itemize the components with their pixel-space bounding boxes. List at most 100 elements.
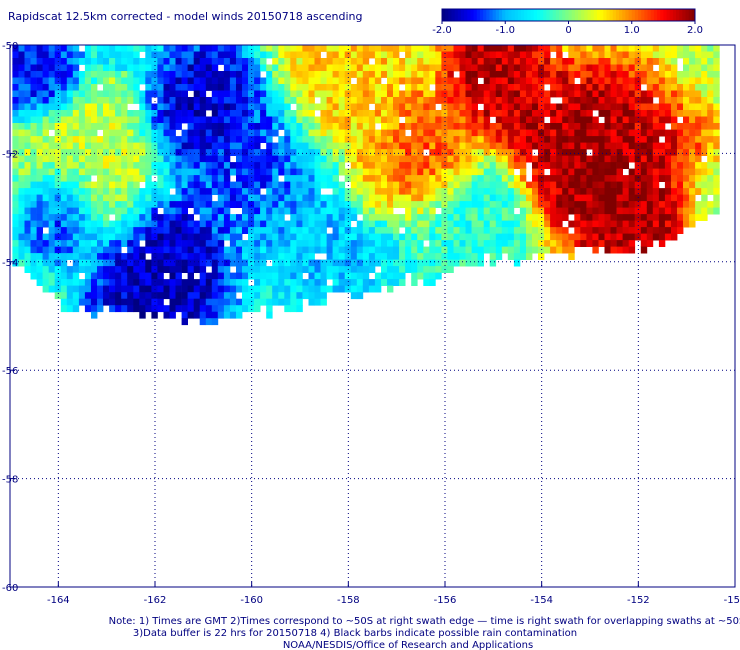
wind-cell — [689, 136, 696, 143]
wind-cell — [115, 207, 122, 215]
wind-cell — [193, 162, 201, 169]
wind-cell — [242, 298, 249, 306]
wind-cell — [411, 90, 418, 98]
wind-cell — [381, 142, 388, 150]
wind-cell — [477, 259, 484, 267]
colorbar-cell — [470, 9, 475, 21]
wind-cell — [127, 129, 134, 137]
wind-cell — [181, 97, 188, 104]
wind-cell — [260, 90, 267, 98]
wind-cell — [145, 272, 152, 280]
wind-cell — [393, 266, 400, 273]
wind-cell — [109, 162, 116, 169]
wind-cell — [236, 220, 243, 228]
wind-cell — [387, 129, 394, 137]
wind-cell — [689, 194, 696, 202]
wind-cell — [604, 142, 611, 150]
wind-cell — [586, 84, 593, 91]
wind-cell — [109, 266, 116, 273]
wind-cell — [671, 97, 678, 104]
wind-cell — [97, 162, 104, 169]
wind-cell — [151, 272, 158, 280]
wind-cell — [290, 155, 297, 163]
wind-cell — [217, 123, 225, 130]
wind-cell — [109, 201, 116, 208]
wind-cell — [387, 142, 394, 150]
wind-cell — [332, 188, 339, 195]
wind-cell — [115, 240, 122, 247]
wind-cell — [338, 285, 346, 293]
wind-cell — [362, 207, 370, 215]
wind-cell — [598, 142, 605, 150]
wind-cell — [133, 214, 140, 221]
wind-cell — [109, 240, 116, 247]
wind-cell — [24, 51, 31, 59]
note-line-3: NOAA/NESDIS/Office of Research and Appli… — [283, 640, 533, 650]
wind-cell — [640, 162, 648, 169]
wind-cell — [658, 84, 666, 91]
wind-cell — [628, 175, 636, 182]
wind-cell — [362, 155, 370, 163]
wind-cell — [604, 77, 611, 85]
wind-cell — [223, 168, 231, 176]
wind-cell — [598, 155, 605, 163]
wind-cell — [151, 253, 158, 260]
wind-cell — [658, 129, 666, 137]
wind-cell — [453, 259, 460, 267]
wind-cell — [30, 194, 37, 202]
wind-cell — [399, 129, 406, 137]
wind-cell — [368, 129, 376, 137]
wind-cell — [544, 220, 551, 228]
wind-cell — [163, 168, 170, 176]
wind-cell — [453, 136, 460, 143]
wind-cell — [66, 155, 74, 163]
wind-cell — [580, 64, 587, 72]
wind-cell — [60, 45, 68, 52]
wind-cell — [568, 71, 575, 78]
wind-cell — [677, 168, 684, 176]
wind-cell — [133, 207, 140, 215]
wind-cell — [127, 207, 134, 215]
wind-cell — [139, 58, 146, 65]
wind-cell — [362, 51, 370, 59]
wind-cell — [429, 253, 436, 260]
wind-cell — [664, 51, 672, 59]
wind-cell — [97, 110, 104, 117]
wind-cell — [399, 97, 406, 104]
wind-cell — [296, 253, 303, 260]
wind-cell — [109, 292, 116, 300]
wind-cell — [115, 155, 122, 163]
wind-cell — [640, 64, 648, 72]
wind-cell — [266, 129, 273, 137]
wind-cell — [187, 110, 194, 117]
wind-cell — [513, 246, 521, 254]
wind-cell — [30, 240, 37, 247]
wind-cell — [658, 214, 666, 221]
wind-cell — [483, 240, 491, 247]
wind-cell — [175, 194, 182, 202]
wind-cell — [103, 201, 110, 208]
wind-cell — [30, 129, 37, 137]
wind-cell — [199, 136, 207, 143]
wind-cell — [199, 214, 207, 221]
wind-cell — [664, 194, 672, 202]
wind-cell — [151, 77, 158, 85]
wind-cell — [193, 90, 201, 98]
wind-cell — [574, 136, 581, 143]
wind-cell — [399, 77, 406, 85]
wind-cell — [489, 168, 497, 176]
wind-cell — [501, 51, 509, 59]
wind-cell — [640, 155, 648, 163]
wind-cell — [18, 233, 25, 241]
wind-cell — [423, 181, 430, 189]
wind-cell — [314, 188, 321, 195]
wind-cell — [278, 201, 285, 208]
wind-cell — [133, 233, 140, 241]
wind-cell — [634, 194, 642, 202]
wind-cell — [109, 279, 116, 286]
wind-cell — [24, 259, 31, 267]
wind-cell — [652, 71, 660, 78]
wind-cell — [121, 84, 128, 91]
wind-cell — [562, 214, 569, 221]
wind-cell — [187, 149, 194, 156]
